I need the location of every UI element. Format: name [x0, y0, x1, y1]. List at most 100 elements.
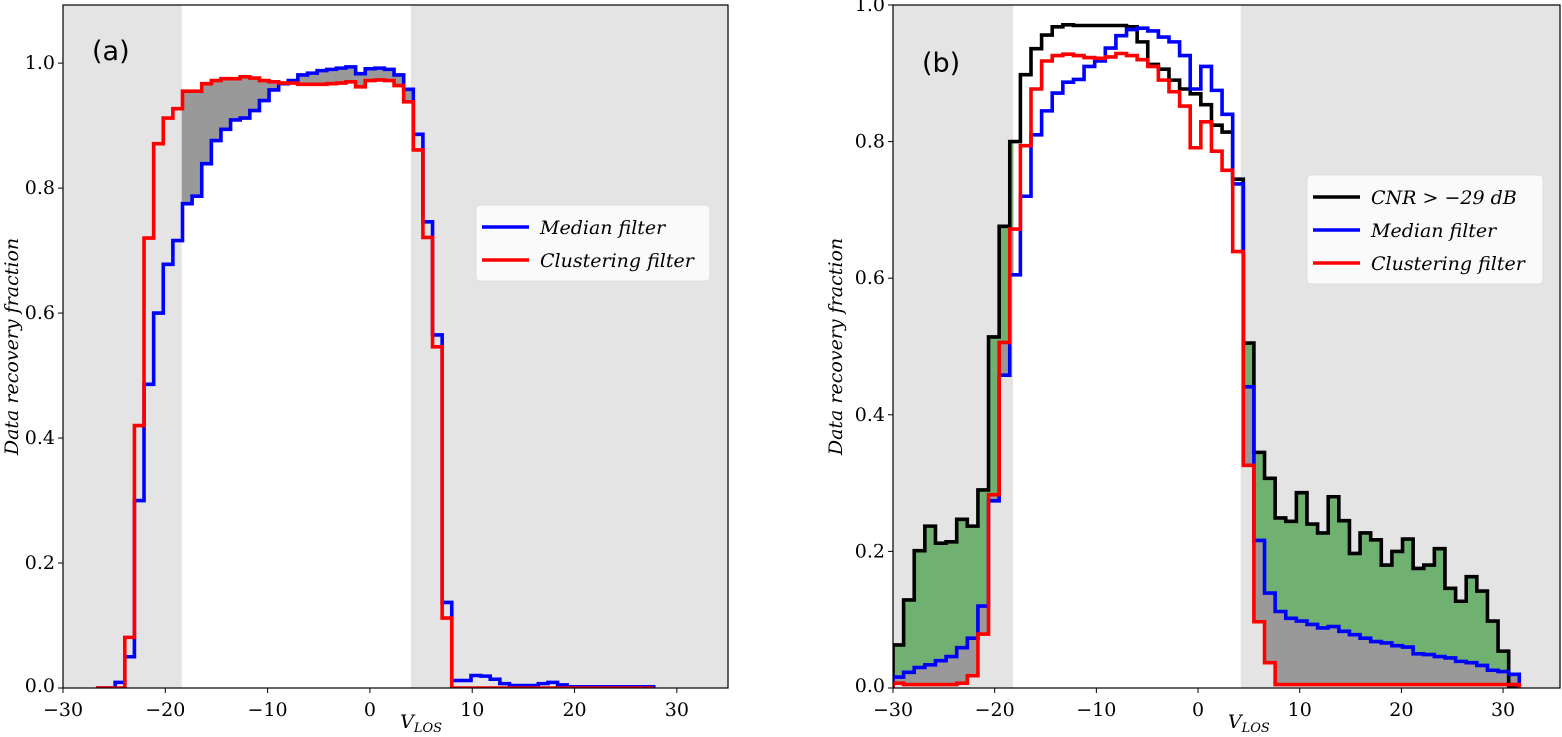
fill-between-segment	[935, 543, 947, 661]
fill-between-segment	[181, 108, 183, 241]
fill-between-segment	[1423, 654, 1435, 685]
plot-area	[893, 5, 1560, 688]
histogram-step-clustering-filter	[893, 51, 1522, 688]
fill-between-segment	[1455, 661, 1467, 685]
y-axis-label: Data recovery fraction	[1, 238, 23, 456]
fill-between-segment	[1296, 621, 1308, 685]
fill-between-segment	[924, 526, 936, 665]
fill-between-segment	[1317, 532, 1329, 628]
fill-between-segment	[1498, 671, 1510, 685]
fill-between-segment	[903, 599, 915, 673]
y-axis-label: Data recovery fraction	[825, 238, 847, 456]
x-axis-label-main: V	[400, 711, 416, 733]
fill-between-segment	[182, 91, 193, 204]
fill-between-segment	[211, 80, 222, 141]
y-tick-label: 0.4	[855, 404, 885, 426]
fill-between-segment	[336, 68, 347, 84]
x-tick-label: 0	[1192, 699, 1204, 721]
fill-between-segment	[1264, 478, 1276, 594]
fill-between-segment	[1455, 601, 1467, 662]
fill-between-segment	[220, 78, 231, 130]
fill-between-segment	[1434, 548, 1446, 657]
fill-between-segment	[269, 81, 280, 90]
x-tick-label: −10	[248, 699, 288, 721]
fill-between-segment	[924, 664, 936, 685]
fill-between-segment	[914, 550, 926, 668]
fill-between-segment	[1402, 647, 1414, 685]
fill-between-segment	[201, 83, 212, 164]
panel-b: −30 −20 −10 0 10 20 30 0.0 0.2 0.4 0.6 0.8 1.0 VLOS Da…	[825, 0, 1561, 736]
fill-between-segment	[1253, 452, 1265, 541]
panel-label: (b)	[922, 48, 960, 79]
fill-between-segment	[1009, 229, 1014, 275]
fill-between-segment	[374, 68, 385, 80]
legend-label: Clustering filter	[540, 250, 696, 272]
fill-between-segment	[326, 69, 337, 84]
fill-between-segment	[1275, 611, 1287, 685]
legend-label: CNR > −29 dB	[1371, 187, 1517, 209]
fill-between-segment	[192, 91, 203, 197]
fill-between-segment	[1476, 591, 1488, 666]
axes-frame	[892, 4, 1561, 689]
fill-between-segment	[1413, 568, 1425, 654]
fill-between-segment	[1275, 517, 1287, 612]
fill-between-segment	[1476, 665, 1488, 685]
x-axis-label-subscript: LOS	[413, 721, 442, 736]
legend-label: Median filter	[539, 217, 667, 239]
fill-between-segment	[1508, 674, 1520, 685]
fill-between-segment	[999, 342, 1011, 376]
fill-between-segment	[946, 541, 958, 657]
x-tick-label: −10	[1076, 699, 1116, 721]
x-tick-label: −30	[43, 699, 83, 721]
y-tick-label: 1.0	[25, 52, 55, 74]
fill-between-segment	[1296, 492, 1308, 622]
x-axis-label-subscript: LOS	[1241, 721, 1270, 736]
fill-between-segment	[1444, 588, 1456, 658]
fill-between-segment	[1370, 539, 1382, 642]
y-tick-label: 0.6	[25, 302, 55, 324]
fill-between-segment	[893, 644, 905, 678]
fill-between-segment	[1444, 657, 1456, 685]
fill-between-segment	[1009, 141, 1014, 275]
fill-between-segment	[1285, 521, 1297, 619]
fill-between-segment	[1466, 662, 1478, 685]
fill-between-segment	[1306, 624, 1319, 685]
histogram-step-median-filter	[95, 65, 656, 688]
x-tick-label: 20	[1389, 699, 1413, 721]
y-tick-label: 0.2	[855, 540, 885, 562]
x-axis-label-main: V	[1228, 711, 1244, 733]
fill-between-segment	[230, 78, 241, 120]
fill-between-segment	[988, 494, 1000, 501]
x-axis-label: VLOS	[400, 711, 442, 736]
fill-between-segment	[1487, 670, 1499, 685]
fill-between-segment	[1360, 638, 1372, 685]
fill-between-segment	[1487, 621, 1499, 671]
fill-between-segment	[1434, 656, 1446, 685]
fill-between-segment	[1349, 553, 1361, 635]
y-tick-label: 0.8	[855, 131, 885, 153]
fill-between-segment	[956, 519, 968, 648]
fill-between-segment	[1423, 565, 1435, 655]
fill-between-segment	[956, 647, 968, 684]
legend: Median filter Clustering filter	[475, 204, 711, 282]
axes-frame	[62, 4, 729, 689]
fill-between-segment	[999, 226, 1011, 376]
fill-between-segment	[946, 656, 958, 685]
x-tick-label: −30	[873, 699, 913, 721]
shaded-span	[410, 5, 728, 688]
panel-a: −30 −20 −10 0 10 20 30 0.0 0.2 0.4 0.6 0.8 1.0 VLOS Da…	[1, 4, 729, 736]
fill-between-segment	[914, 667, 926, 685]
x-tick-label: −20	[975, 699, 1015, 721]
legend-label: Median filter	[1370, 220, 1498, 242]
fill-between-segment	[1466, 576, 1478, 663]
x-tick-label: 10	[460, 699, 484, 721]
fill-between-segment	[977, 489, 989, 607]
histogram-step-clustering-filter	[95, 75, 654, 688]
legend: CNR > −29 dB Median filter Clustering filt…	[1306, 174, 1544, 285]
fill-between-segment	[1402, 539, 1414, 648]
fill-between-segment	[1338, 631, 1350, 685]
fill-between-segment	[249, 78, 260, 111]
fill-between-segment	[967, 638, 979, 676]
fill-between-segment	[355, 73, 366, 87]
fill-between-segment	[988, 336, 1000, 501]
